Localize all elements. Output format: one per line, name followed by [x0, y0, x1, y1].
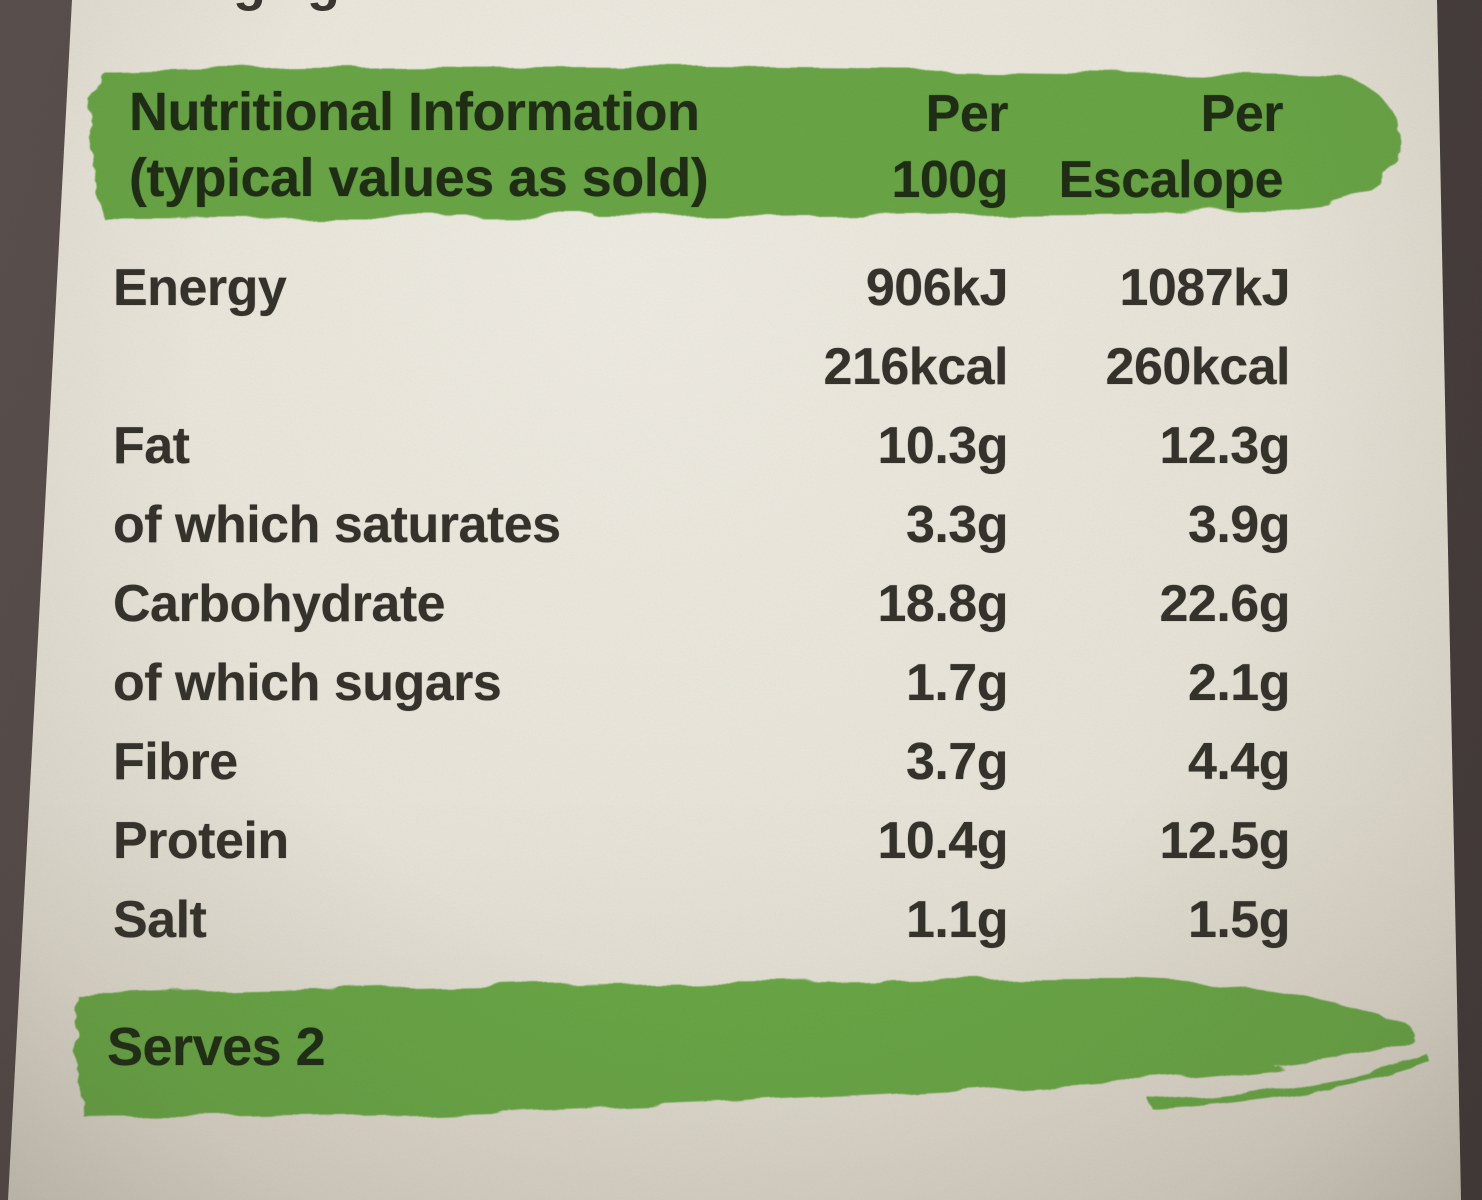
value-per-100g: 3.3g [905, 495, 1009, 554]
value-per-escalope: 1.5g [1187, 890, 1291, 949]
row-label: of which sugars [113, 653, 502, 712]
per-escalope-line1: Per [1200, 85, 1284, 143]
table-title: Nutritional Information (typical values … [129, 79, 709, 211]
per-100g-line1: Per [925, 85, 1009, 143]
nutrition-table: Energy 906kJ 1087kJ 216kcal 260kcal Fat … [113, 248, 1291, 959]
value-per-100g: 10.3g [877, 416, 1009, 475]
table-title-line1: Nutritional Information [129, 82, 700, 142]
row-label: Carbohydrate [113, 574, 446, 633]
column-header-per-escalope: Per Escalope [1058, 81, 1284, 213]
table-row-salt: Salt 1.1g 1.5g [113, 880, 1291, 959]
row-label: Energy [113, 258, 287, 317]
row-label: Fat [113, 416, 190, 475]
value-per-escalope: 2.1g [1187, 653, 1291, 712]
table-row-energy: Energy 906kJ 1087kJ [113, 248, 1291, 327]
per-escalope-line2: Escalope [1058, 151, 1284, 209]
row-label: Salt [113, 890, 207, 949]
value-per-escalope: 12.5g [1159, 811, 1291, 870]
value-per-100g: 1.7g [905, 653, 1009, 712]
cropped-text-remnant: g [307, 0, 340, 9]
row-label: Fibre [113, 732, 238, 791]
table-row-fat: Fat 10.3g 12.3g [113, 406, 1291, 485]
value-per-escalope: 12.3g [1159, 416, 1291, 475]
column-header-per-100g: Per 100g [891, 81, 1008, 213]
table-title-line2: (typical values as sold) [129, 148, 709, 208]
table-row-fibre: Fibre 3.7g 4.4g [113, 722, 1291, 801]
value-per-100g: 18.8g [877, 574, 1009, 633]
value-per-escalope: 4.4g [1187, 732, 1291, 791]
value-per-escalope: 1087kJ [1119, 258, 1290, 317]
row-label: of which saturates [113, 495, 561, 554]
value-per-escalope: 3.9g [1187, 495, 1291, 554]
row-label: Protein [113, 811, 289, 870]
serves-text: Serves 2 [107, 1017, 326, 1077]
value-per-100g: 3.7g [905, 732, 1009, 791]
cropped-text-remnant: g [233, 0, 266, 9]
value-per-escalope: 260kcal [1105, 337, 1291, 396]
value-per-escalope: 22.6g [1159, 574, 1291, 633]
value-per-100g: 10.4g [877, 811, 1009, 870]
value-per-100g: 216kcal [823, 337, 1009, 396]
per-100g-line2: 100g [891, 151, 1008, 209]
table-row-sugars: of which sugars 1.7g 2.1g [113, 643, 1291, 722]
table-row-saturates: of which saturates 3.3g 3.9g [113, 485, 1291, 564]
table-row-carbohydrate: Carbohydrate 18.8g 22.6g [113, 564, 1291, 643]
value-per-100g: 906kJ [865, 258, 1009, 317]
table-row-protein: Protein 10.4g 12.5g [113, 801, 1291, 880]
table-row-energy-kcal: 216kcal 260kcal [113, 327, 1291, 406]
value-per-100g: 1.1g [905, 890, 1009, 949]
